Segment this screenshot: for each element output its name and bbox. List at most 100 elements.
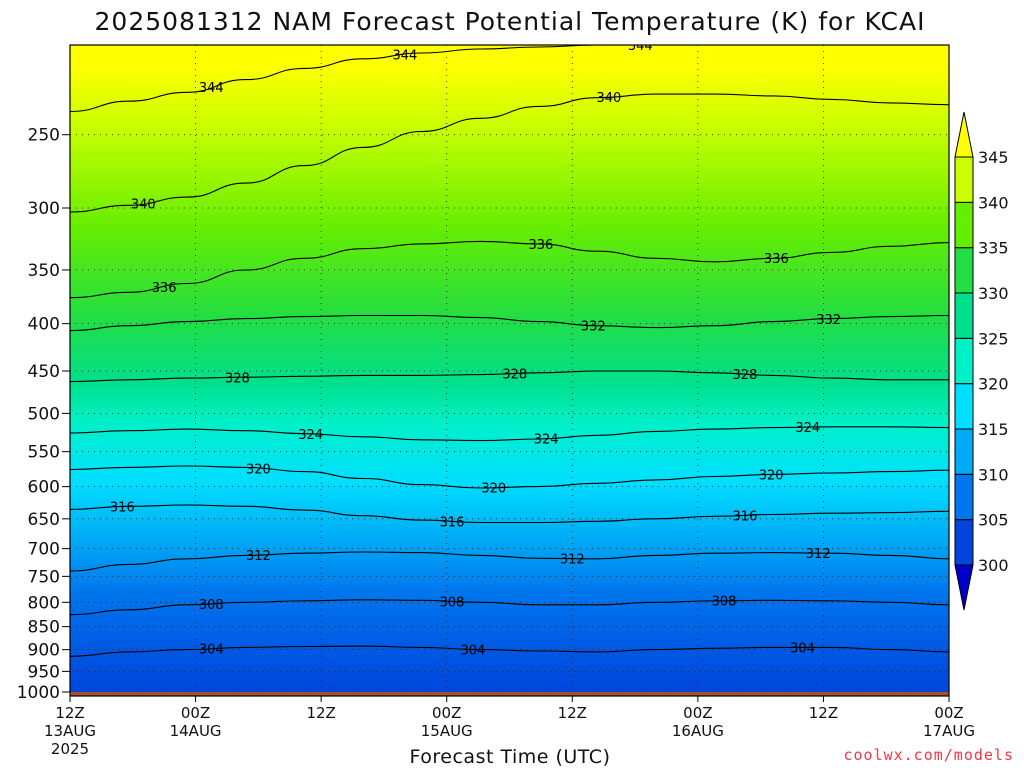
x-tick-label: 16AUG — [672, 722, 724, 740]
contour-line-340 — [70, 93, 949, 213]
colorbar-box — [954, 201, 974, 249]
colorbar-over-triangle — [954, 111, 974, 158]
y-tick-label: 750 — [28, 567, 60, 587]
contour-line-320 — [70, 465, 949, 489]
grid-lines — [70, 45, 949, 696]
contour-line-324 — [70, 426, 949, 442]
y-tick-label: 650 — [28, 510, 60, 530]
contour-label: 332 — [816, 313, 841, 328]
contour-lines: 304 304 304 308 308 308 312 312 312 316 316 316 320 3… — [70, 39, 949, 658]
contour-label: 320 — [481, 482, 506, 497]
y-tick-label: 450 — [28, 362, 60, 382]
colorbar-box — [954, 519, 974, 566]
y-axis: 250 300 350 400 450 500 550 600 650 700 750 800 850 9… — [17, 126, 70, 703]
contour-label: 312 — [806, 547, 831, 562]
temperature-field — [70, 45, 949, 696]
x-axis-label: Forecast Time (UTC) — [410, 746, 611, 768]
contour-label: 316 — [110, 501, 135, 516]
colorbar-label: 300 — [978, 556, 1009, 575]
colorbar-label: 320 — [978, 375, 1009, 394]
y-tick-label: 350 — [28, 261, 60, 281]
x-tick-label: 12Z — [809, 704, 838, 722]
x-tick-label: 15AUG — [421, 722, 473, 740]
contour-label: 308 — [440, 595, 465, 610]
contour-label: 328 — [502, 368, 527, 383]
contour-label: 308 — [199, 598, 224, 613]
colorbar-box — [954, 292, 974, 339]
y-tick-label: 900 — [28, 641, 60, 661]
contour-label: 332 — [581, 319, 606, 334]
y-tick-label: 950 — [28, 662, 60, 682]
contour-line-332 — [70, 314, 949, 332]
colorbar-box — [954, 156, 974, 203]
contour-line-344 — [70, 45, 949, 113]
y-tick-label: 850 — [28, 618, 60, 638]
contour-label: 344 — [628, 39, 653, 54]
contour-label: 324 — [534, 433, 559, 448]
contour-label: 316 — [440, 515, 465, 530]
y-tick-label: 600 — [28, 478, 60, 498]
colorbar-label: 310 — [978, 465, 1009, 484]
ground-surface — [70, 691, 949, 696]
y-tick-label: 700 — [28, 540, 60, 560]
x-tick-label: 00Z — [432, 704, 461, 722]
colorbar-box — [954, 473, 974, 521]
contour-line-336 — [70, 240, 949, 299]
chart-title: 2025081312 NAM Forecast Potential Temper… — [95, 7, 926, 36]
x-tick-label: 12Z — [55, 704, 84, 722]
contour-label: 312 — [246, 549, 271, 564]
y-tick-label: 400 — [28, 315, 60, 335]
contour-label: 340 — [596, 91, 621, 106]
x-tick-label: 17AUG — [923, 722, 975, 740]
contour-label: 304 — [460, 643, 485, 658]
x-tick-label: 00Z — [934, 704, 963, 722]
colorbar-box — [954, 247, 974, 294]
colorbar-label: 340 — [978, 193, 1009, 212]
contour-label: 328 — [733, 368, 758, 383]
x-tick-label: 00Z — [683, 704, 712, 722]
contour-label: 316 — [733, 509, 758, 524]
colorbar-legend: 300 305 310 315 320 325 330 335 340 345 — [954, 111, 1009, 611]
contour-label: 304 — [199, 643, 224, 658]
contour-label: 328 — [225, 371, 250, 386]
contour-label: 336 — [764, 252, 789, 267]
y-tick-label: 250 — [28, 126, 60, 146]
plot-area: 304 304 304 308 308 308 312 312 312 316 316 316 320 3… — [70, 39, 949, 696]
contour-label: 336 — [152, 281, 177, 296]
contour-line-304 — [70, 645, 949, 657]
colorbar-label: 345 — [978, 148, 1009, 167]
x-tick-label: 14AUG — [170, 722, 222, 740]
contour-label: 344 — [199, 81, 224, 96]
x-tick-label: 00Z — [181, 704, 210, 722]
contour-line-312 — [70, 551, 949, 572]
contour-label: 340 — [131, 197, 156, 212]
colorbar-label: 315 — [978, 420, 1009, 439]
colorbar-label: 335 — [978, 239, 1009, 258]
contour-label: 320 — [246, 462, 271, 477]
y-tick-label: 300 — [28, 199, 60, 219]
credit-text: coolwx.com/models — [843, 746, 1014, 764]
y-tick-label: 500 — [28, 404, 60, 424]
x-tick-label: 13AUG — [44, 722, 96, 740]
x-tick-label: 12Z — [558, 704, 587, 722]
contour-label: 324 — [298, 428, 323, 443]
contour-line-316 — [70, 504, 949, 524]
colorbar-label: 305 — [978, 511, 1009, 530]
contour-line-328 — [70, 370, 949, 383]
contour-line-308 — [70, 599, 949, 616]
contour-label: 320 — [759, 468, 784, 483]
contour-label: 336 — [528, 238, 553, 253]
x-tick-label: 2025 — [51, 740, 89, 758]
y-tick-label: 550 — [28, 443, 60, 463]
colorbar-label: 325 — [978, 329, 1009, 348]
colorbar-box — [954, 383, 974, 430]
colorbar-box — [954, 337, 974, 385]
colorbar-label: 330 — [978, 284, 1009, 303]
y-tick-label: 800 — [28, 593, 60, 613]
contour-label: 308 — [712, 595, 737, 610]
colorbar-under-triangle — [954, 564, 974, 611]
y-tick-label: 1000 — [17, 683, 60, 703]
contour-label: 344 — [392, 49, 417, 64]
